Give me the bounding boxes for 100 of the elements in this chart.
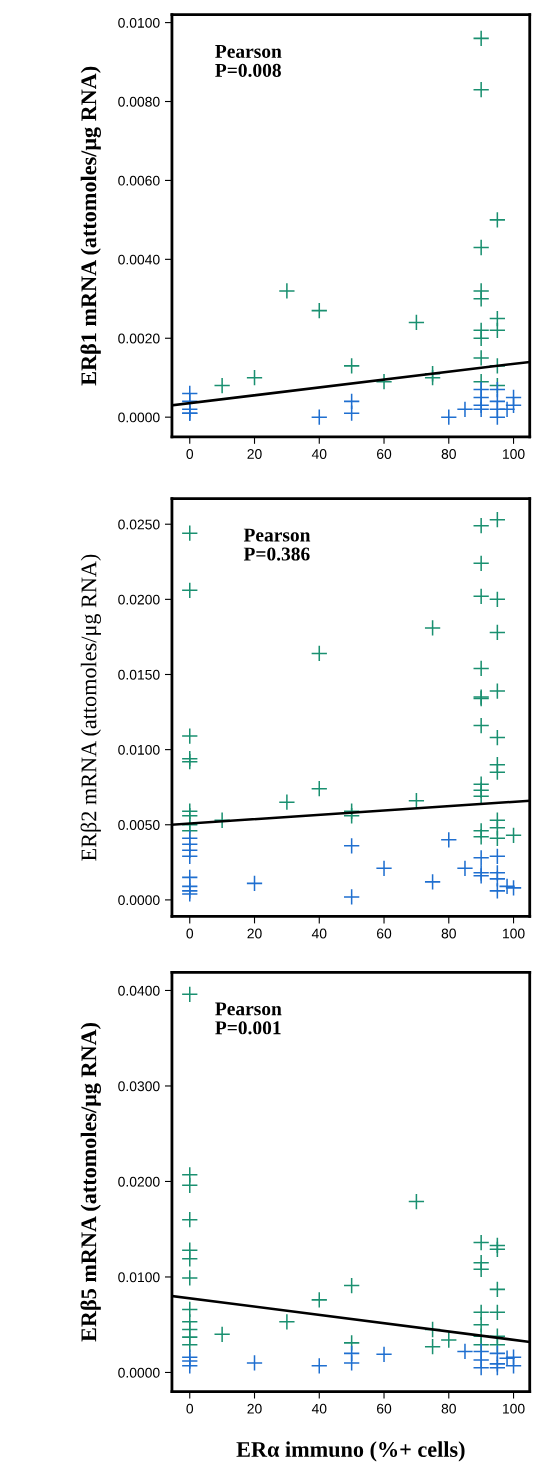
point [472, 517, 490, 535]
point [181, 581, 199, 599]
point [181, 985, 199, 1003]
y-tick-label: 0.0100 [118, 1272, 160, 1283]
x-tick-label: 0 [186, 928, 194, 939]
point [424, 1338, 441, 1356]
point [278, 793, 296, 811]
y-tick-label: 0.0000 [118, 412, 160, 423]
point [246, 1354, 263, 1372]
point [488, 590, 506, 608]
point [310, 645, 328, 662]
y-tick-label: 0.0080 [118, 96, 160, 107]
point [246, 369, 263, 387]
point [375, 1345, 393, 1363]
annotation: Pearson P=0.386 [243, 528, 311, 561]
point [440, 408, 458, 426]
x-tick-label: 100 [503, 1403, 525, 1414]
point [488, 882, 506, 900]
point [472, 29, 490, 47]
point [343, 404, 361, 422]
point [472, 329, 490, 347]
point [488, 682, 506, 700]
x-axis-title: ERα immuno (%+ cells) [236, 1441, 465, 1462]
point [488, 321, 506, 339]
point [440, 1331, 458, 1349]
point [498, 877, 516, 895]
x-tick-label: 60 [377, 928, 392, 939]
point [488, 829, 506, 847]
y-axis-title: ERβ2 mRNA (attomoles/μg RNA) [80, 554, 101, 861]
point [278, 1313, 296, 1331]
y-tick-label: 0.0100 [118, 17, 160, 28]
point [181, 1250, 199, 1268]
point [440, 831, 458, 849]
point [408, 1193, 425, 1210]
point [488, 1303, 506, 1321]
point [488, 511, 506, 529]
point [181, 1357, 199, 1375]
point [343, 357, 361, 375]
point [343, 1277, 361, 1294]
point [472, 349, 490, 367]
point [213, 811, 231, 829]
y-tick-label: 0.0040 [118, 254, 160, 265]
point [213, 377, 231, 394]
point [408, 314, 425, 331]
y-tick-label: 0.0300 [118, 1081, 160, 1092]
x-tick-label: 40 [311, 928, 327, 939]
point [488, 211, 506, 229]
point [310, 408, 328, 426]
x-tick-label: 100 [503, 449, 525, 459]
point [343, 1354, 361, 1372]
point [505, 1357, 522, 1375]
x-tick-label: 40 [311, 1403, 327, 1414]
point [472, 587, 490, 605]
point [472, 81, 490, 99]
x-tick-label: 100 [503, 928, 525, 939]
point [181, 524, 199, 542]
point [505, 826, 522, 844]
point [505, 879, 522, 897]
x-tick-label: 40 [311, 449, 327, 459]
point [181, 1269, 199, 1287]
point [488, 729, 506, 747]
point [424, 619, 441, 637]
point [505, 396, 522, 414]
point [213, 1325, 231, 1343]
point [343, 807, 361, 825]
point [181, 1211, 199, 1229]
point [472, 290, 490, 308]
point [472, 660, 490, 677]
point [456, 400, 474, 418]
point [456, 859, 474, 877]
point [488, 624, 506, 641]
point [472, 1260, 490, 1278]
annotation: Pearson P=0.001 [215, 1002, 282, 1035]
x-tick-label: 80 [441, 449, 456, 459]
point [472, 400, 490, 418]
y-tick-label: 0.0200 [118, 1176, 160, 1187]
x-tick-label: 80 [441, 928, 456, 939]
y-tick-label: 0.0150 [118, 669, 160, 680]
point [310, 302, 328, 320]
y-tick-label: 0.0200 [118, 594, 160, 605]
x-tick-label: 20 [247, 1403, 262, 1414]
point [424, 369, 441, 387]
x-tick-label: 60 [377, 1403, 392, 1414]
point [181, 1176, 199, 1194]
x-tick-label: 60 [377, 449, 392, 459]
point [310, 1291, 328, 1309]
y-tick-label: 0.0050 [118, 820, 160, 830]
point [472, 1359, 490, 1377]
point [472, 1234, 490, 1251]
point [472, 828, 490, 846]
y-axis-title: ERβ1 mRNA (attomoles/μg RNA) [80, 66, 101, 386]
point [343, 888, 361, 906]
point [488, 1280, 506, 1298]
point [472, 787, 490, 805]
y-tick-label: 0.0250 [118, 519, 160, 530]
y-tick-label: 0.0400 [118, 985, 160, 996]
annotation: Pearson P=0.008 [215, 45, 282, 78]
point [375, 859, 393, 877]
point [488, 847, 506, 865]
point [408, 792, 425, 810]
